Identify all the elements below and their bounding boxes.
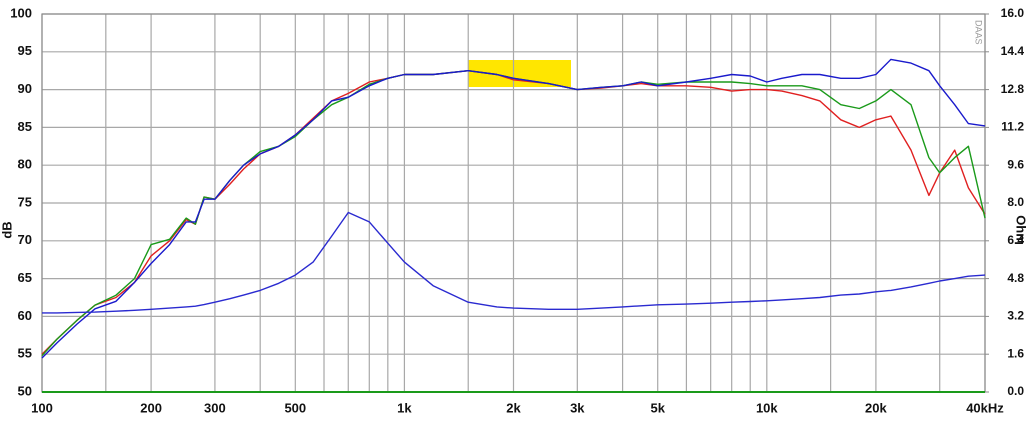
y2-tick-label: 12.8 <box>1001 82 1025 96</box>
y-tick-label: 90 <box>18 81 32 96</box>
x-tick-label: 3k <box>570 400 585 415</box>
y-tick-label: 100 <box>10 5 32 20</box>
y2-axis-title: Ohm <box>1014 215 1026 245</box>
x-tick-label: 20k <box>865 400 887 415</box>
y2-tick-label: 6.4 <box>1007 233 1024 247</box>
x-tick-label: 300 <box>204 400 226 415</box>
y2-tick-label: 16.0 <box>1001 6 1025 20</box>
y2-tick-label: 11.2 <box>1001 120 1024 134</box>
y2-tick-label: 3.2 <box>1007 309 1024 323</box>
y-tick-label: 95 <box>18 43 32 58</box>
y-tick-label: 50 <box>18 383 32 398</box>
y-tick-label: 70 <box>18 232 32 247</box>
x-tick-label: 5k <box>650 400 665 415</box>
y2-tick-label: 0.0 <box>1007 384 1024 398</box>
y-axis-title: dB <box>0 221 14 238</box>
y-tick-label: 65 <box>18 270 32 285</box>
y2-tick-label: 14.4 <box>1001 44 1025 58</box>
x-tick-label: 40kHz <box>966 400 1004 415</box>
y2-tick-label: 9.6 <box>1007 157 1024 171</box>
highlight <box>468 60 571 87</box>
x-tick-label: 100 <box>31 400 53 415</box>
y-tick-label: 60 <box>18 308 32 323</box>
x-tick-label: 500 <box>284 400 306 415</box>
y-tick-label: 55 <box>18 346 32 361</box>
y-tick-label: 85 <box>18 119 32 134</box>
impedance-line <box>42 211 986 314</box>
x-tick-label: 10k <box>756 400 778 415</box>
response-line <box>41 58 986 359</box>
x-tick-label: 200 <box>140 400 162 415</box>
y2-tick-label: 1.6 <box>1007 346 1024 360</box>
y-tick-label: 80 <box>18 157 32 172</box>
watermark: DAAS <box>974 20 984 45</box>
y-tick-label: 75 <box>18 194 32 209</box>
x-tick-label: 1k <box>397 400 412 415</box>
x-tick-label: 2k <box>506 400 521 415</box>
y2-tick-label: 4.8 <box>1007 271 1024 285</box>
y2-tick-label: 8.0 <box>1007 195 1024 209</box>
